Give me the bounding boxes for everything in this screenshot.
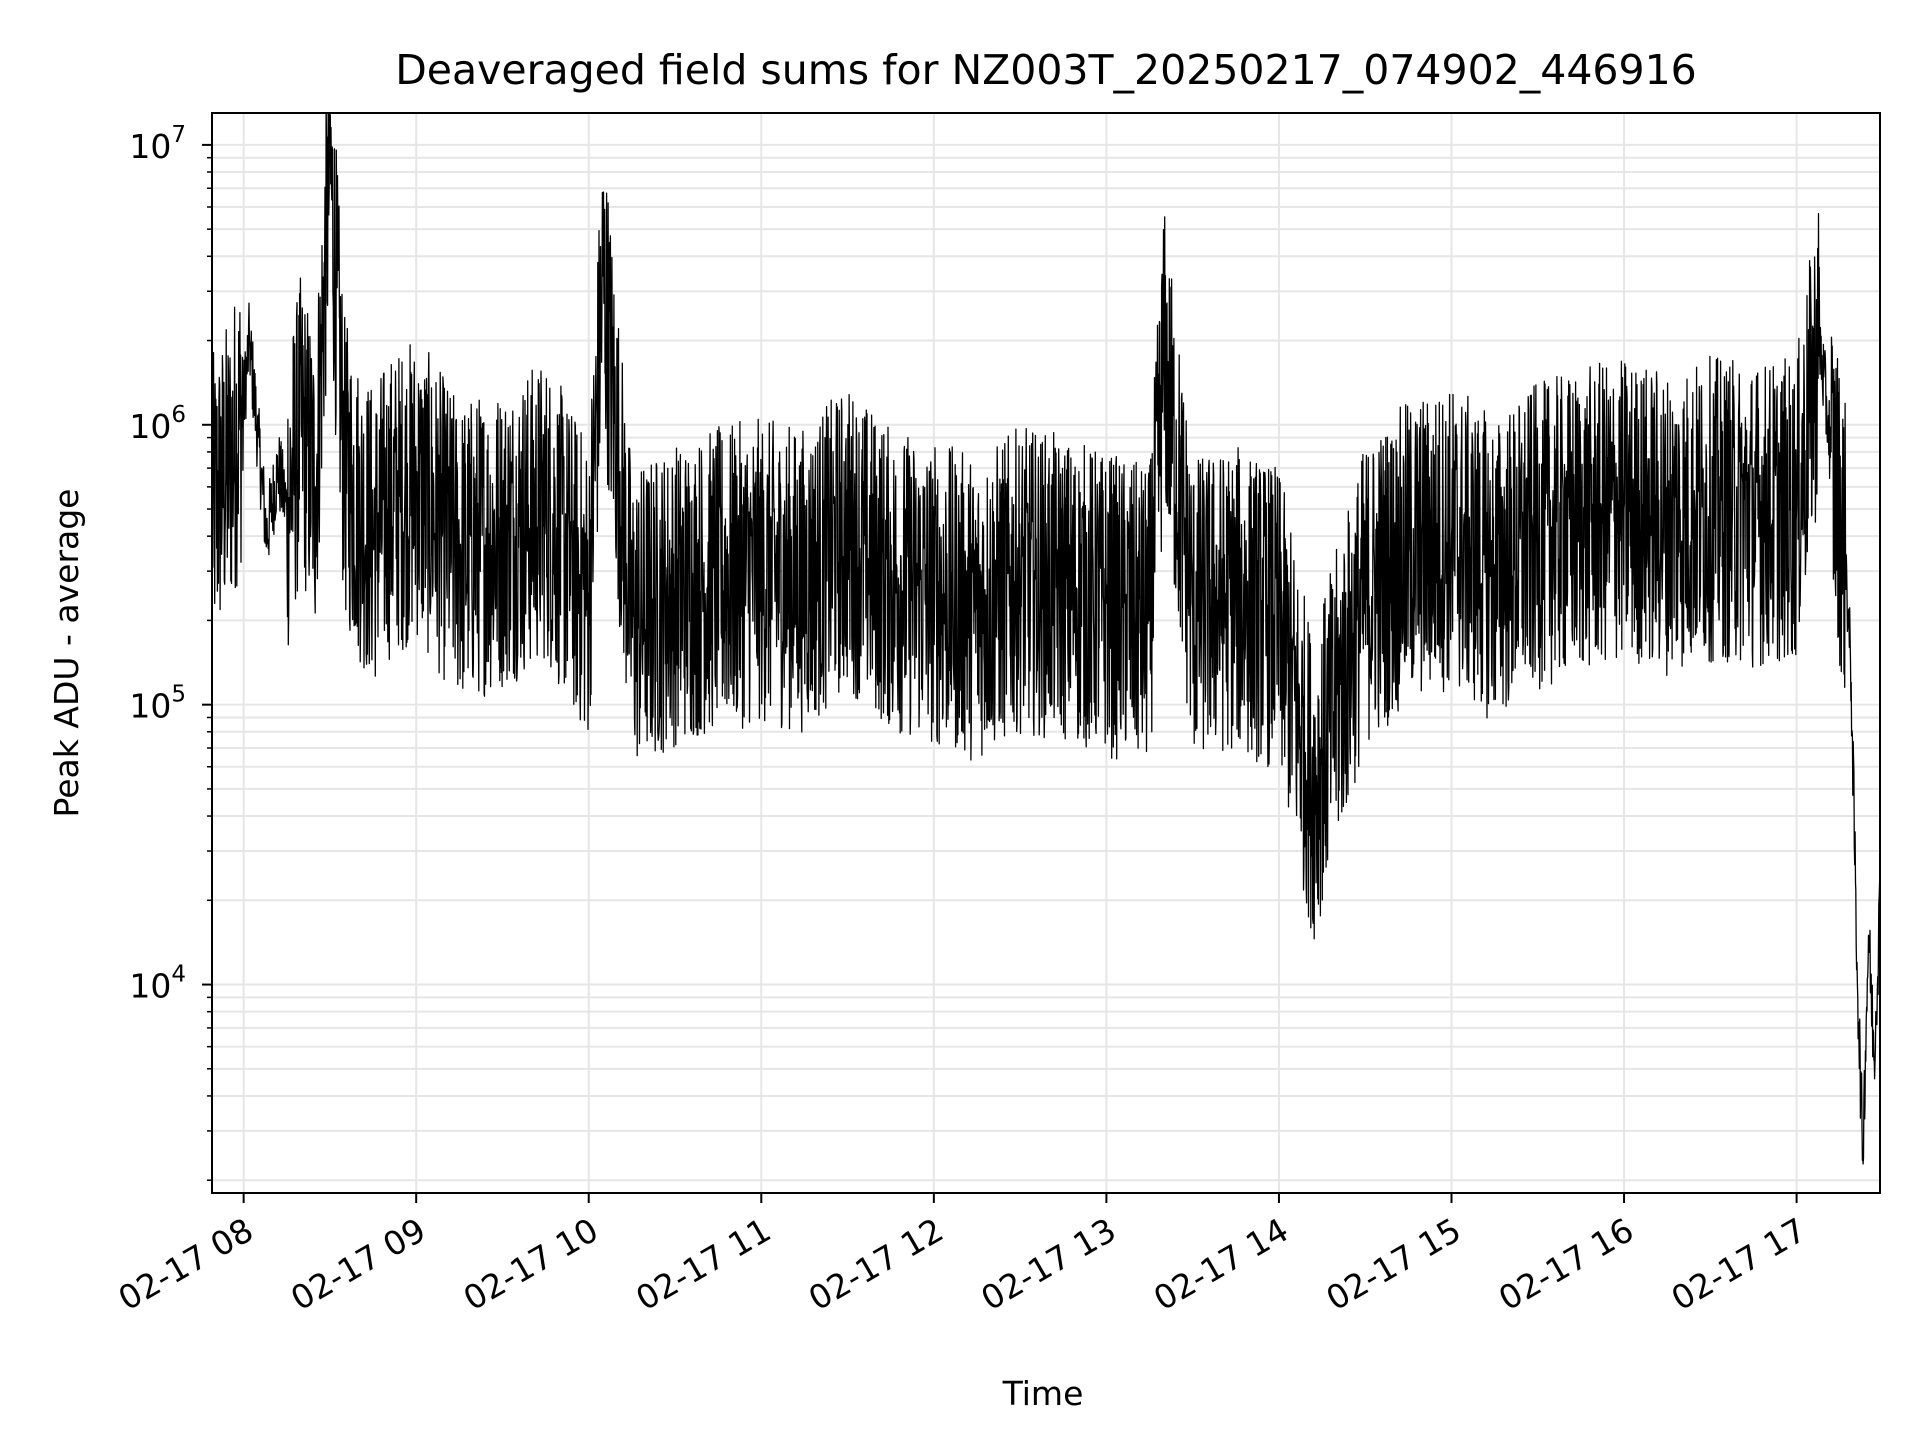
y-tick-label: 104 [129, 962, 186, 1006]
chart-title: Deaveraged field sums for NZ003T_2025021… [395, 46, 1697, 94]
series-line-0 [212, 113, 1880, 1165]
y-tick-label: 106 [129, 402, 186, 446]
y-axis: 104 105 106 107 [129, 122, 212, 1181]
data-series [212, 113, 1880, 1165]
x-axis-label: Time [1002, 1374, 1084, 1413]
y-tick-label: 105 [129, 682, 186, 726]
plot-frame [211, 112, 1881, 1194]
y-tick-label: 107 [129, 122, 186, 166]
y-axis-label: Peak ADU - average [47, 489, 86, 818]
